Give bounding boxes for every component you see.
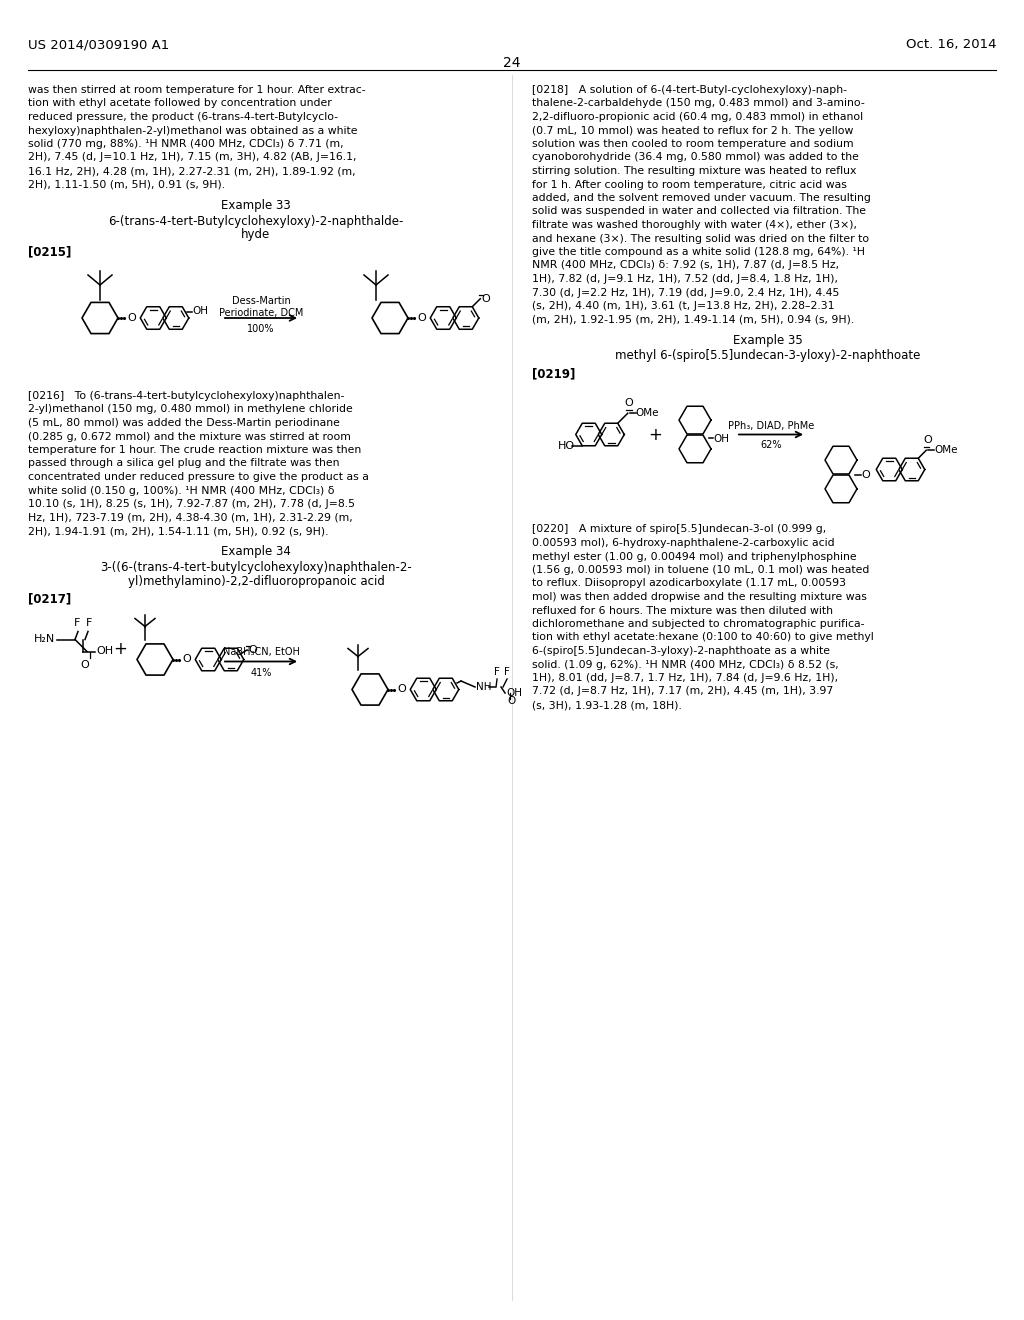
Text: O: O (481, 294, 490, 304)
Text: 2H), 1.94-1.91 (m, 2H), 1.54-1.11 (m, 5H), 0.92 (s, 9H).: 2H), 1.94-1.91 (m, 2H), 1.54-1.11 (m, 5H… (28, 525, 329, 536)
Text: (s, 3H), 1.93-1.28 (m, 18H).: (s, 3H), 1.93-1.28 (m, 18H). (532, 700, 682, 710)
Text: US 2014/0309190 A1: US 2014/0309190 A1 (28, 38, 169, 51)
Text: hyde: hyde (242, 228, 270, 242)
Text: F: F (504, 667, 510, 677)
Text: O: O (81, 660, 89, 671)
Text: O: O (507, 696, 515, 706)
Text: Example 35: Example 35 (733, 334, 803, 347)
Text: [0215]: [0215] (28, 246, 72, 259)
Text: 100%: 100% (247, 323, 274, 334)
Text: +: + (648, 425, 662, 444)
Text: for 1 h. After cooling to room temperature, citric acid was: for 1 h. After cooling to room temperatu… (532, 180, 847, 190)
Text: 6-(spiro[5.5]undecan-3-yloxy)-2-naphthoate as a white: 6-(spiro[5.5]undecan-3-yloxy)-2-naphthoa… (532, 645, 830, 656)
Text: O: O (417, 313, 426, 323)
Text: NH: NH (476, 682, 492, 692)
Text: 7.30 (d, J=2.2 Hz, 1H), 7.19 (dd, J=9.0, 2.4 Hz, 1H), 4.45: 7.30 (d, J=2.2 Hz, 1H), 7.19 (dd, J=9.0,… (532, 288, 840, 297)
Text: O: O (861, 470, 869, 479)
Text: filtrate was washed thoroughly with water (4×), ether (3×),: filtrate was washed thoroughly with wate… (532, 220, 857, 230)
Text: and hexane (3×). The resulting solid was dried on the filter to: and hexane (3×). The resulting solid was… (532, 234, 869, 243)
Text: 16.1 Hz, 2H), 4.28 (m, 1H), 2.27-2.31 (m, 2H), 1.89-1.92 (m,: 16.1 Hz, 2H), 4.28 (m, 1H), 2.27-2.31 (m… (28, 166, 355, 176)
Text: H₂N: H₂N (34, 635, 55, 644)
Text: Hz, 1H), 723-7.19 (m, 2H), 4.38-4.30 (m, 1H), 2.31-2.29 (m,: Hz, 1H), 723-7.19 (m, 2H), 4.38-4.30 (m,… (28, 512, 352, 523)
Text: (s, 2H), 4.40 (m, 1H), 3.61 (t, J=13.8 Hz, 2H), 2.28–2.31: (s, 2H), 4.40 (m, 1H), 3.61 (t, J=13.8 H… (532, 301, 835, 312)
Text: (1.56 g, 0.00593 mol) in toluene (10 mL, 0.1 mol) was heated: (1.56 g, 0.00593 mol) in toluene (10 mL,… (532, 565, 869, 576)
Text: reduced pressure, the product (6-trans-4-tert-Butylcyclo-: reduced pressure, the product (6-trans-4… (28, 112, 338, 121)
Text: [0216]   To (6-trans-4-tert-butylcyclohexyloxy)naphthalen-: [0216] To (6-trans-4-tert-butylcyclohexy… (28, 391, 344, 401)
Text: NaBH₃CN, EtOH: NaBH₃CN, EtOH (222, 648, 299, 657)
Text: Dess-Martin: Dess-Martin (231, 296, 291, 306)
Text: F: F (74, 618, 80, 627)
Text: hexyloxy)naphthalen-2-yl)methanol was obtained as a white: hexyloxy)naphthalen-2-yl)methanol was ob… (28, 125, 357, 136)
Text: 2-yl)methanol (150 mg, 0.480 mmol) in methylene chloride: 2-yl)methanol (150 mg, 0.480 mmol) in me… (28, 404, 352, 414)
Text: Periodinate, DCM: Periodinate, DCM (219, 308, 303, 318)
Text: [0219]: [0219] (532, 367, 575, 380)
Text: OH: OH (713, 434, 729, 445)
Text: (5 mL, 80 mmol) was added the Dess-Martin periodinane: (5 mL, 80 mmol) was added the Dess-Marti… (28, 418, 340, 428)
Text: temperature for 1 hour. The crude reaction mixture was then: temperature for 1 hour. The crude reacti… (28, 445, 361, 455)
Text: [0220]   A mixture of spiro[5.5]undecan-3-ol (0.999 g,: [0220] A mixture of spiro[5.5]undecan-3-… (532, 524, 826, 535)
Text: (0.7 mL, 10 mmol) was heated to reflux for 2 h. The yellow: (0.7 mL, 10 mmol) was heated to reflux f… (532, 125, 853, 136)
Text: was then stirred at room temperature for 1 hour. After extrac-: was then stirred at room temperature for… (28, 84, 366, 95)
Text: 2H), 7.45 (d, J=10.1 Hz, 1H), 7.15 (m, 3H), 4.82 (AB, J=16.1,: 2H), 7.45 (d, J=10.1 Hz, 1H), 7.15 (m, 3… (28, 153, 356, 162)
Text: +: + (113, 640, 127, 659)
Text: tion with ethyl acetate followed by concentration under: tion with ethyl acetate followed by conc… (28, 99, 332, 108)
Text: dichloromethane and subjected to chromatographic purifica-: dichloromethane and subjected to chromat… (532, 619, 864, 630)
Text: OH: OH (506, 688, 522, 698)
Text: 41%: 41% (250, 668, 271, 677)
Text: O: O (248, 645, 257, 655)
Text: 0.00593 mol), 6-hydroxy-naphthalene-2-carboxylic acid: 0.00593 mol), 6-hydroxy-naphthalene-2-ca… (532, 539, 835, 548)
Text: to reflux. Diisopropyl azodicarboxylate (1.17 mL, 0.00593: to reflux. Diisopropyl azodicarboxylate … (532, 578, 846, 589)
Text: NMR (400 MHz, CDCl₃) δ: 7.92 (s, 1H), 7.87 (d, J=8.5 Hz,: NMR (400 MHz, CDCl₃) δ: 7.92 (s, 1H), 7.… (532, 260, 839, 271)
Text: give the title compound as a white solid (128.8 mg, 64%). ¹H: give the title compound as a white solid… (532, 247, 865, 257)
Text: [0218]   A solution of 6-(4-tert-Butyl-cyclohexyloxy)-naph-: [0218] A solution of 6-(4-tert-Butyl-cyc… (532, 84, 847, 95)
Text: tion with ethyl acetate:hexane (0:100 to 40:60) to give methyl: tion with ethyl acetate:hexane (0:100 to… (532, 632, 873, 643)
Text: Example 33: Example 33 (221, 199, 291, 213)
Text: 6-(trans-4-tert-Butylcyclohexyloxy)-2-naphthalde-: 6-(trans-4-tert-Butylcyclohexyloxy)-2-na… (109, 214, 403, 227)
Text: solid (770 mg, 88%). ¹H NMR (400 MHz, CDCl₃) δ 7.71 (m,: solid (770 mg, 88%). ¹H NMR (400 MHz, CD… (28, 139, 344, 149)
Text: 3-((6-(trans-4-tert-butylcyclohexyloxy)naphthalen-2-: 3-((6-(trans-4-tert-butylcyclohexyloxy)n… (100, 561, 412, 574)
Text: 1H), 7.82 (d, J=9.1 Hz, 1H), 7.52 (dd, J=8.4, 1.8 Hz, 1H),: 1H), 7.82 (d, J=9.1 Hz, 1H), 7.52 (dd, J… (532, 275, 838, 284)
Text: thalene-2-carbaldehyde (150 mg, 0.483 mmol) and 3-amino-: thalene-2-carbaldehyde (150 mg, 0.483 mm… (532, 99, 864, 108)
Text: white solid (0.150 g, 100%). ¹H NMR (400 MHz, CDCl₃) δ: white solid (0.150 g, 100%). ¹H NMR (400… (28, 486, 335, 495)
Text: methyl ester (1.00 g, 0.00494 mol) and triphenylphosphine: methyl ester (1.00 g, 0.00494 mol) and t… (532, 552, 857, 561)
Text: 62%: 62% (760, 441, 781, 450)
Text: 7.72 (d, J=8.7 Hz, 1H), 7.17 (m, 2H), 4.45 (m, 1H), 3.97: 7.72 (d, J=8.7 Hz, 1H), 7.17 (m, 2H), 4.… (532, 686, 834, 697)
Text: HO: HO (558, 441, 575, 450)
Text: solid was suspended in water and collected via filtration. The: solid was suspended in water and collect… (532, 206, 866, 216)
Text: O: O (923, 436, 932, 445)
Text: passed through a silica gel plug and the filtrate was then: passed through a silica gel plug and the… (28, 458, 340, 469)
Text: O: O (182, 655, 190, 664)
Text: stirring solution. The resulting mixture was heated to reflux: stirring solution. The resulting mixture… (532, 166, 856, 176)
Text: 2,2-difluoro-propionic acid (60.4 mg, 0.483 mmol) in ethanol: 2,2-difluoro-propionic acid (60.4 mg, 0.… (532, 112, 863, 121)
Text: (0.285 g, 0.672 mmol) and the mixture was stirred at room: (0.285 g, 0.672 mmol) and the mixture wa… (28, 432, 351, 441)
Text: OH: OH (193, 306, 209, 317)
Text: [0217]: [0217] (28, 591, 72, 605)
Text: Example 34: Example 34 (221, 545, 291, 558)
Text: mol) was then added dropwise and the resulting mixture was: mol) was then added dropwise and the res… (532, 591, 867, 602)
Text: O: O (625, 399, 633, 408)
Text: O: O (127, 313, 136, 323)
Text: Oct. 16, 2014: Oct. 16, 2014 (905, 38, 996, 51)
Text: OMe: OMe (934, 445, 957, 455)
Text: O: O (397, 685, 406, 694)
Text: 2H), 1.11-1.50 (m, 5H), 0.91 (s, 9H).: 2H), 1.11-1.50 (m, 5H), 0.91 (s, 9H). (28, 180, 225, 190)
Text: concentrated under reduced pressure to give the product as a: concentrated under reduced pressure to g… (28, 473, 369, 482)
Text: added, and the solvent removed under vacuum. The resulting: added, and the solvent removed under vac… (532, 193, 870, 203)
Text: OH: OH (96, 647, 113, 656)
Text: OMe: OMe (636, 408, 659, 418)
Text: solution was then cooled to room temperature and sodium: solution was then cooled to room tempera… (532, 139, 854, 149)
Text: cyanoborohydride (36.4 mg, 0.580 mmol) was added to the: cyanoborohydride (36.4 mg, 0.580 mmol) w… (532, 153, 859, 162)
Text: methyl 6-(spiro[5.5]undecan-3-yloxy)-2-naphthoate: methyl 6-(spiro[5.5]undecan-3-yloxy)-2-n… (615, 350, 921, 363)
Text: refluxed for 6 hours. The mixture was then diluted with: refluxed for 6 hours. The mixture was th… (532, 606, 833, 615)
Text: F: F (86, 618, 92, 627)
Text: solid. (1.09 g, 62%). ¹H NMR (400 MHz, CDCl₃) δ 8.52 (s,: solid. (1.09 g, 62%). ¹H NMR (400 MHz, C… (532, 660, 839, 669)
Text: yl)methylamino)-2,2-difluoropropanoic acid: yl)methylamino)-2,2-difluoropropanoic ac… (128, 574, 384, 587)
Text: (m, 2H), 1.92-1.95 (m, 2H), 1.49-1.14 (m, 5H), 0.94 (s, 9H).: (m, 2H), 1.92-1.95 (m, 2H), 1.49-1.14 (m… (532, 314, 854, 325)
Text: 1H), 8.01 (dd, J=8.7, 1.7 Hz, 1H), 7.84 (d, J=9.6 Hz, 1H),: 1H), 8.01 (dd, J=8.7, 1.7 Hz, 1H), 7.84 … (532, 673, 838, 682)
Text: F: F (495, 667, 500, 677)
Text: PPh₃, DIAD, PhMe: PPh₃, DIAD, PhMe (728, 421, 814, 430)
Text: 10.10 (s, 1H), 8.25 (s, 1H), 7.92-7.87 (m, 2H), 7.78 (d, J=8.5: 10.10 (s, 1H), 8.25 (s, 1H), 7.92-7.87 (… (28, 499, 355, 510)
Text: 24: 24 (503, 55, 521, 70)
